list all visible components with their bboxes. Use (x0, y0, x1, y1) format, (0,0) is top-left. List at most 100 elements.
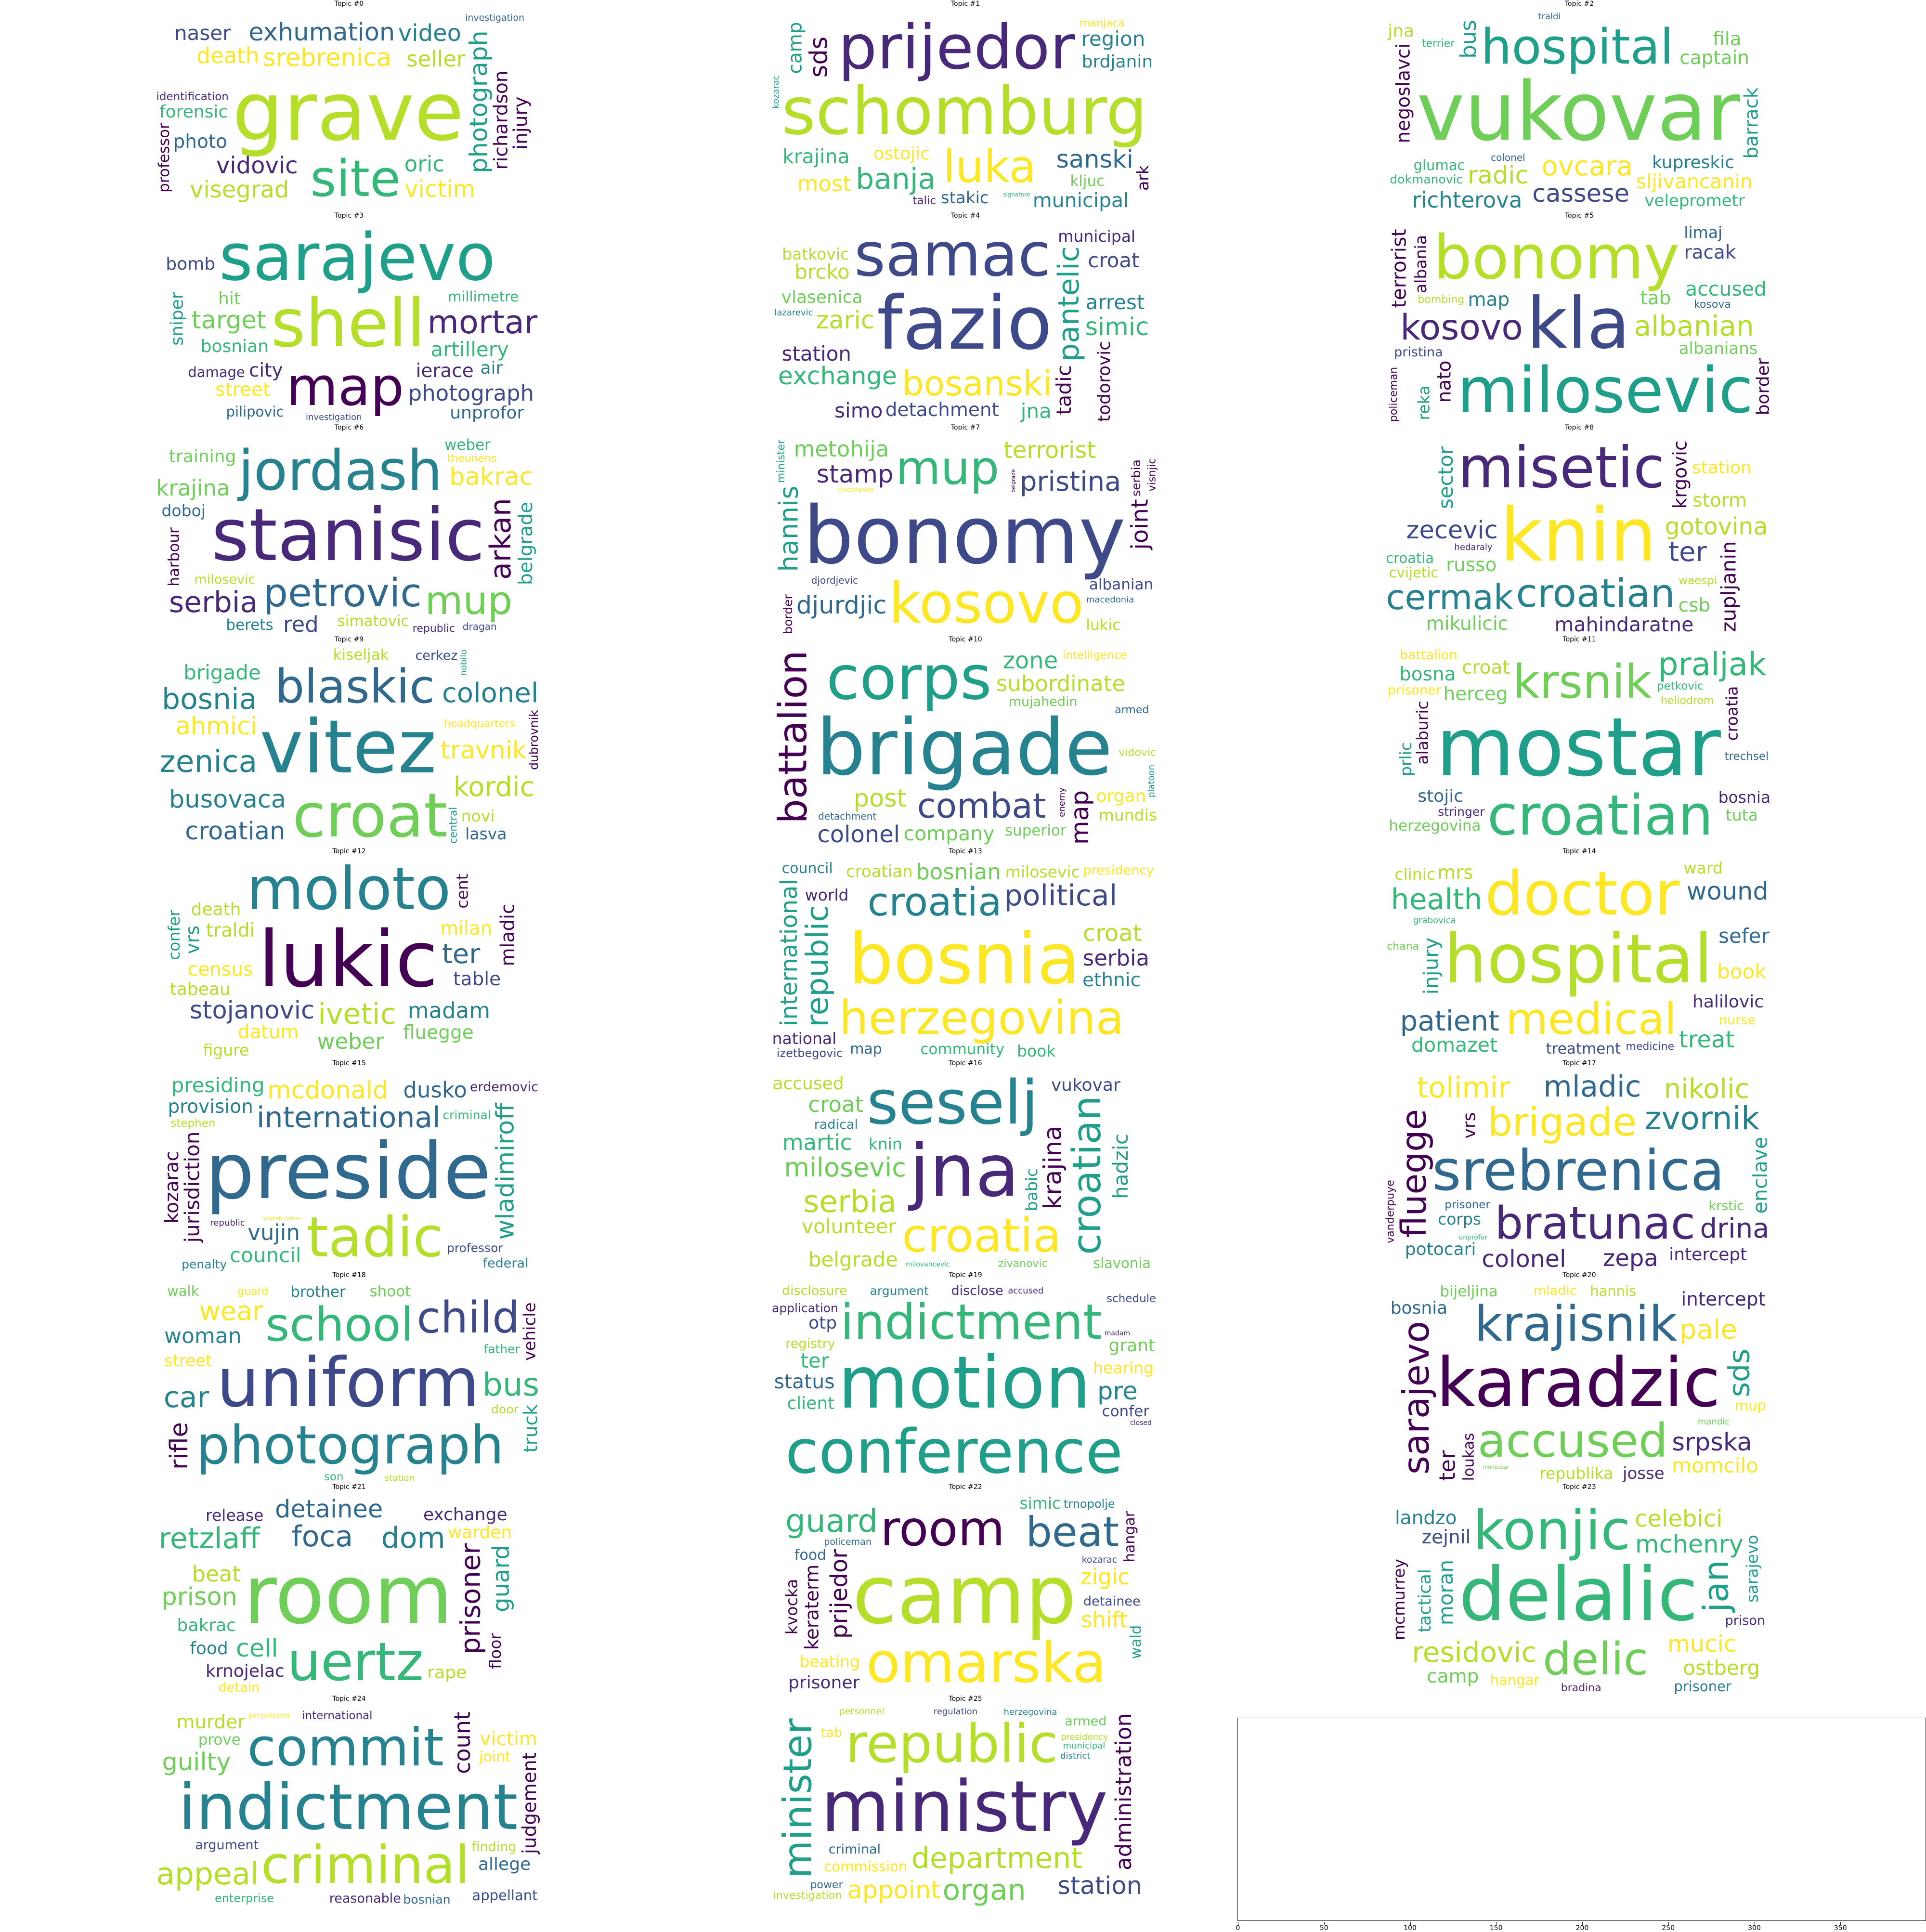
cloud-word: albanian (1634, 310, 1754, 343)
cloud-word: serbia (1082, 945, 1150, 971)
cloud-word: council (781, 860, 833, 877)
cloud-word: croatia (1722, 686, 1742, 741)
cloud-word: medicine (1626, 1041, 1675, 1053)
cloud-word: milosevic (194, 572, 256, 587)
cloud-word: mandic (1697, 1416, 1730, 1427)
cloud-word: corps (1438, 1209, 1482, 1228)
word-cloud: camp room omarska beat guard prijedor zigic shi… (770, 1494, 1160, 1696)
cloud-word: zaric (816, 306, 874, 335)
cloud-word: accused (1477, 1414, 1668, 1468)
cloud-word: policeman (824, 1537, 872, 1548)
cloud-word: racak (1684, 241, 1736, 263)
cloud-word: oric (404, 151, 444, 177)
cloud-word: detachment (818, 810, 877, 822)
cloud-word: metohija (794, 436, 889, 462)
cloud-word: room (880, 1501, 1005, 1557)
cloud-word: lukic (1086, 616, 1121, 634)
word-cloud: stanisic jordash petrovic mup serbia arkan bak… (154, 434, 544, 637)
cloud-word: detainee (274, 1495, 383, 1524)
cloud-word: izetbegovic (776, 1046, 843, 1060)
topic-title: Topic #25 (949, 1695, 982, 1703)
cloud-word: milovancevic (905, 1261, 950, 1269)
cloud-word: corps (826, 646, 992, 714)
cloud-word: tab (1640, 287, 1671, 310)
cloud-word: investigation (465, 13, 524, 24)
topic-title: Topic #20 (1562, 1271, 1596, 1279)
cloud-word: perpetrator (248, 1711, 290, 1721)
word-cloud: uniform photograph school child wear woman bus… (154, 1282, 544, 1484)
cloud-word: herzegovina (1003, 1707, 1057, 1717)
cloud-word: post (853, 784, 907, 813)
topic-title: Topic #2 (1564, 0, 1594, 8)
cloud-word: beating (799, 1652, 860, 1671)
cloud-word: radical (814, 1117, 858, 1133)
cloud-word: prijedor (838, 11, 1075, 83)
cloud-word: kordic (453, 771, 535, 803)
cloud-word: simatovic (337, 613, 409, 630)
cloud-word: zone (1002, 647, 1058, 674)
cloud-word: ierace (416, 360, 474, 382)
cloud-word: professor (156, 123, 173, 193)
cloud-word: photo (173, 131, 228, 153)
cloud-word: cvijetic (1389, 564, 1439, 581)
cloud-word: seselj (867, 1070, 1039, 1138)
cloud-word: macedonian (838, 486, 874, 494)
cloud-word: disclosure (781, 1283, 847, 1298)
cloud-word: rifle (165, 1422, 194, 1470)
topic-panel: Topic #22 camp room omarska beat guard prijedo… (770, 1483, 1160, 1696)
cloud-word: victim (404, 176, 476, 203)
cloud-word: captain (1679, 47, 1750, 69)
cloud-word: bosnia (1390, 1298, 1448, 1318)
cloud-word: department (911, 1841, 1082, 1875)
cloud-word: kosova (1693, 298, 1731, 311)
cloud-word: bosnian (403, 1892, 451, 1906)
cloud-word: jordash (238, 438, 442, 503)
cloud-word: konjic (1473, 1499, 1631, 1563)
cloud-word: food (794, 1547, 827, 1564)
cloud-word: madam (407, 998, 491, 1024)
cloud-word: site (310, 149, 401, 209)
cloud-word: stojanovic (189, 996, 314, 1025)
cloud-word: accused (772, 1074, 844, 1094)
cloud-word: ward (1683, 859, 1723, 878)
cloud-word: brigade (816, 702, 1113, 793)
cloud-word: colonel (442, 678, 539, 709)
cloud-word: organ (1096, 786, 1146, 807)
cloud-word: bosanski (902, 364, 1053, 404)
cloud-word: map (1468, 288, 1510, 311)
cloud-word: jan (1696, 1560, 1737, 1612)
cloud-word: signature (1003, 191, 1030, 198)
cloud-word: richterova (1412, 187, 1523, 213)
cloud-word: provision (168, 1096, 253, 1118)
x-tick (1410, 1922, 1411, 1925)
cloud-word: limaj (1684, 223, 1723, 242)
cloud-word: kupreskic (1652, 152, 1734, 172)
cloud-word: republic (412, 622, 455, 635)
cloud-word: armed (1065, 1713, 1107, 1729)
cloud-word: bakrac (449, 463, 533, 492)
cloud-word: organ (942, 1873, 1026, 1907)
cloud-word: weber (444, 436, 491, 454)
cloud-word: council (230, 1243, 301, 1267)
cloud-word: terrorist (1003, 436, 1096, 464)
cloud-word: argument (870, 1283, 929, 1298)
cloud-word: hedaraly (1454, 542, 1493, 552)
cloud-word: ostberg (1683, 1656, 1760, 1680)
cloud-word: ovcara (1541, 151, 1633, 183)
cloud-word: pale (1679, 1314, 1737, 1345)
topic-panel: Topic #9 vitez croat blaskic busovaca zenica t… (154, 636, 544, 849)
cloud-word: djurdjic (796, 591, 887, 620)
cloud-word: mladic (497, 903, 519, 966)
cloud-word: presidency (1083, 862, 1155, 878)
word-cloud: kla milosevic bonomy kosovo albanian terroris… (1384, 222, 1774, 425)
topic-title: Topic #0 (334, 0, 364, 8)
cloud-word: municipal (1483, 1464, 1509, 1471)
cloud-word: prison (161, 1583, 237, 1612)
topic-panel: Topic #21 room uertz foca dom retzlaff prisone… (154, 1483, 544, 1696)
cloud-word: injury (1418, 938, 1443, 995)
cloud-word: street (215, 379, 271, 401)
word-cloud: bonomy kosovo mup hannis pristina stamp djurdj… (770, 434, 1160, 637)
cloud-word: jna (1388, 21, 1415, 41)
cloud-word: hit (218, 289, 241, 309)
cloud-word: josse (1623, 1463, 1665, 1483)
